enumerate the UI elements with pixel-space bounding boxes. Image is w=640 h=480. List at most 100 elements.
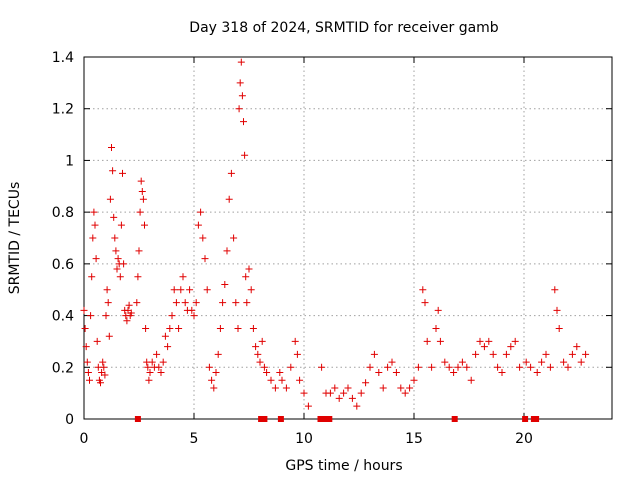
- data-point: [507, 343, 515, 351]
- data-point: [170, 286, 178, 294]
- data-point: [450, 368, 458, 376]
- data-point: [125, 301, 133, 309]
- data-point: [84, 368, 92, 376]
- data-point: [210, 384, 218, 392]
- data-point: [108, 144, 115, 151]
- data-point: [225, 195, 233, 203]
- data-point: [186, 286, 194, 294]
- data-point: [245, 265, 253, 273]
- data-point: [321, 416, 328, 422]
- data-point: [432, 325, 440, 332]
- plot-frame: [83, 56, 613, 420]
- data-point: [344, 384, 352, 392]
- data-point: [277, 416, 284, 422]
- data-point: [375, 368, 383, 376]
- data-point: [133, 299, 141, 307]
- data-point: [89, 234, 97, 242]
- data-point: [102, 312, 110, 320]
- data-point: [533, 368, 541, 376]
- data-point: [235, 105, 243, 113]
- data-point: [223, 247, 231, 255]
- data-point: [134, 416, 141, 422]
- data-point: [533, 416, 540, 422]
- data-point: [267, 376, 275, 384]
- data-point: [282, 384, 290, 392]
- data-point: [145, 376, 153, 384]
- data-point: [101, 371, 109, 379]
- data-point: [463, 363, 471, 371]
- y-tick-label: 0.8: [52, 205, 74, 221]
- data-point: [256, 358, 264, 366]
- data-point: [291, 337, 299, 345]
- data-point: [144, 363, 152, 371]
- data-point: [123, 317, 131, 325]
- data-point: [260, 363, 268, 371]
- data-point: [489, 350, 497, 358]
- data-point: [155, 363, 163, 371]
- data-point: [318, 363, 326, 371]
- data-point: [212, 368, 220, 376]
- data-point: [366, 363, 374, 371]
- data-point: [577, 358, 585, 366]
- data-point: [159, 358, 167, 366]
- data-point: [392, 368, 400, 376]
- data-point: [362, 379, 370, 387]
- data-point: [172, 299, 180, 307]
- y-tick-label: 1.4: [52, 50, 74, 66]
- data-point: [287, 363, 295, 371]
- data-points: [80, 58, 590, 422]
- data-point: [326, 416, 333, 422]
- data-point: [127, 309, 135, 317]
- data-point: [241, 151, 249, 159]
- data-point: [247, 286, 255, 294]
- y-tick-label: 0.4: [52, 309, 74, 325]
- data-point: [205, 363, 213, 371]
- y-tick-label: 0.2: [52, 360, 74, 376]
- data-point: [555, 325, 563, 332]
- data-point: [340, 389, 348, 397]
- data-point: [348, 394, 356, 402]
- data-point: [139, 195, 147, 203]
- data-point: [258, 416, 265, 422]
- data-point: [564, 363, 572, 371]
- data-point: [138, 187, 146, 195]
- y-tick-label: 0: [65, 412, 74, 428]
- data-point: [261, 416, 268, 422]
- data-point: [116, 273, 124, 281]
- data-point: [181, 299, 189, 307]
- data-point: [111, 234, 119, 242]
- data-point: [441, 358, 449, 366]
- data-point: [560, 358, 568, 366]
- data-point: [92, 255, 100, 263]
- chart-title: Day 318 of 2024, SRMTID for receiver gam…: [189, 20, 499, 36]
- data-point: [242, 273, 250, 281]
- data-point: [161, 332, 169, 340]
- data-point: [104, 299, 112, 307]
- data-point: [384, 363, 392, 371]
- data-point: [414, 363, 422, 371]
- data-point: [166, 325, 174, 332]
- data-point: [516, 363, 524, 371]
- data-point: [179, 273, 187, 281]
- data-point: [157, 368, 165, 376]
- grid: [84, 57, 612, 419]
- data-point: [153, 350, 161, 358]
- data-point: [551, 286, 559, 294]
- data-point: [119, 169, 126, 177]
- data-point: [80, 306, 88, 314]
- data-point: [498, 368, 506, 376]
- x-axis-label: GPS time / hours: [285, 458, 402, 474]
- data-point: [410, 376, 418, 384]
- data-point: [406, 384, 414, 392]
- data-point: [199, 234, 207, 242]
- data-point: [148, 358, 156, 366]
- data-point: [175, 325, 183, 332]
- data-point: [87, 312, 95, 320]
- data-point: [103, 286, 111, 294]
- data-point: [100, 363, 108, 371]
- data-point: [454, 363, 462, 371]
- data-point: [353, 402, 361, 410]
- x-tick-label: 10: [295, 431, 313, 447]
- data-point: [88, 273, 96, 281]
- data-point: [197, 208, 205, 216]
